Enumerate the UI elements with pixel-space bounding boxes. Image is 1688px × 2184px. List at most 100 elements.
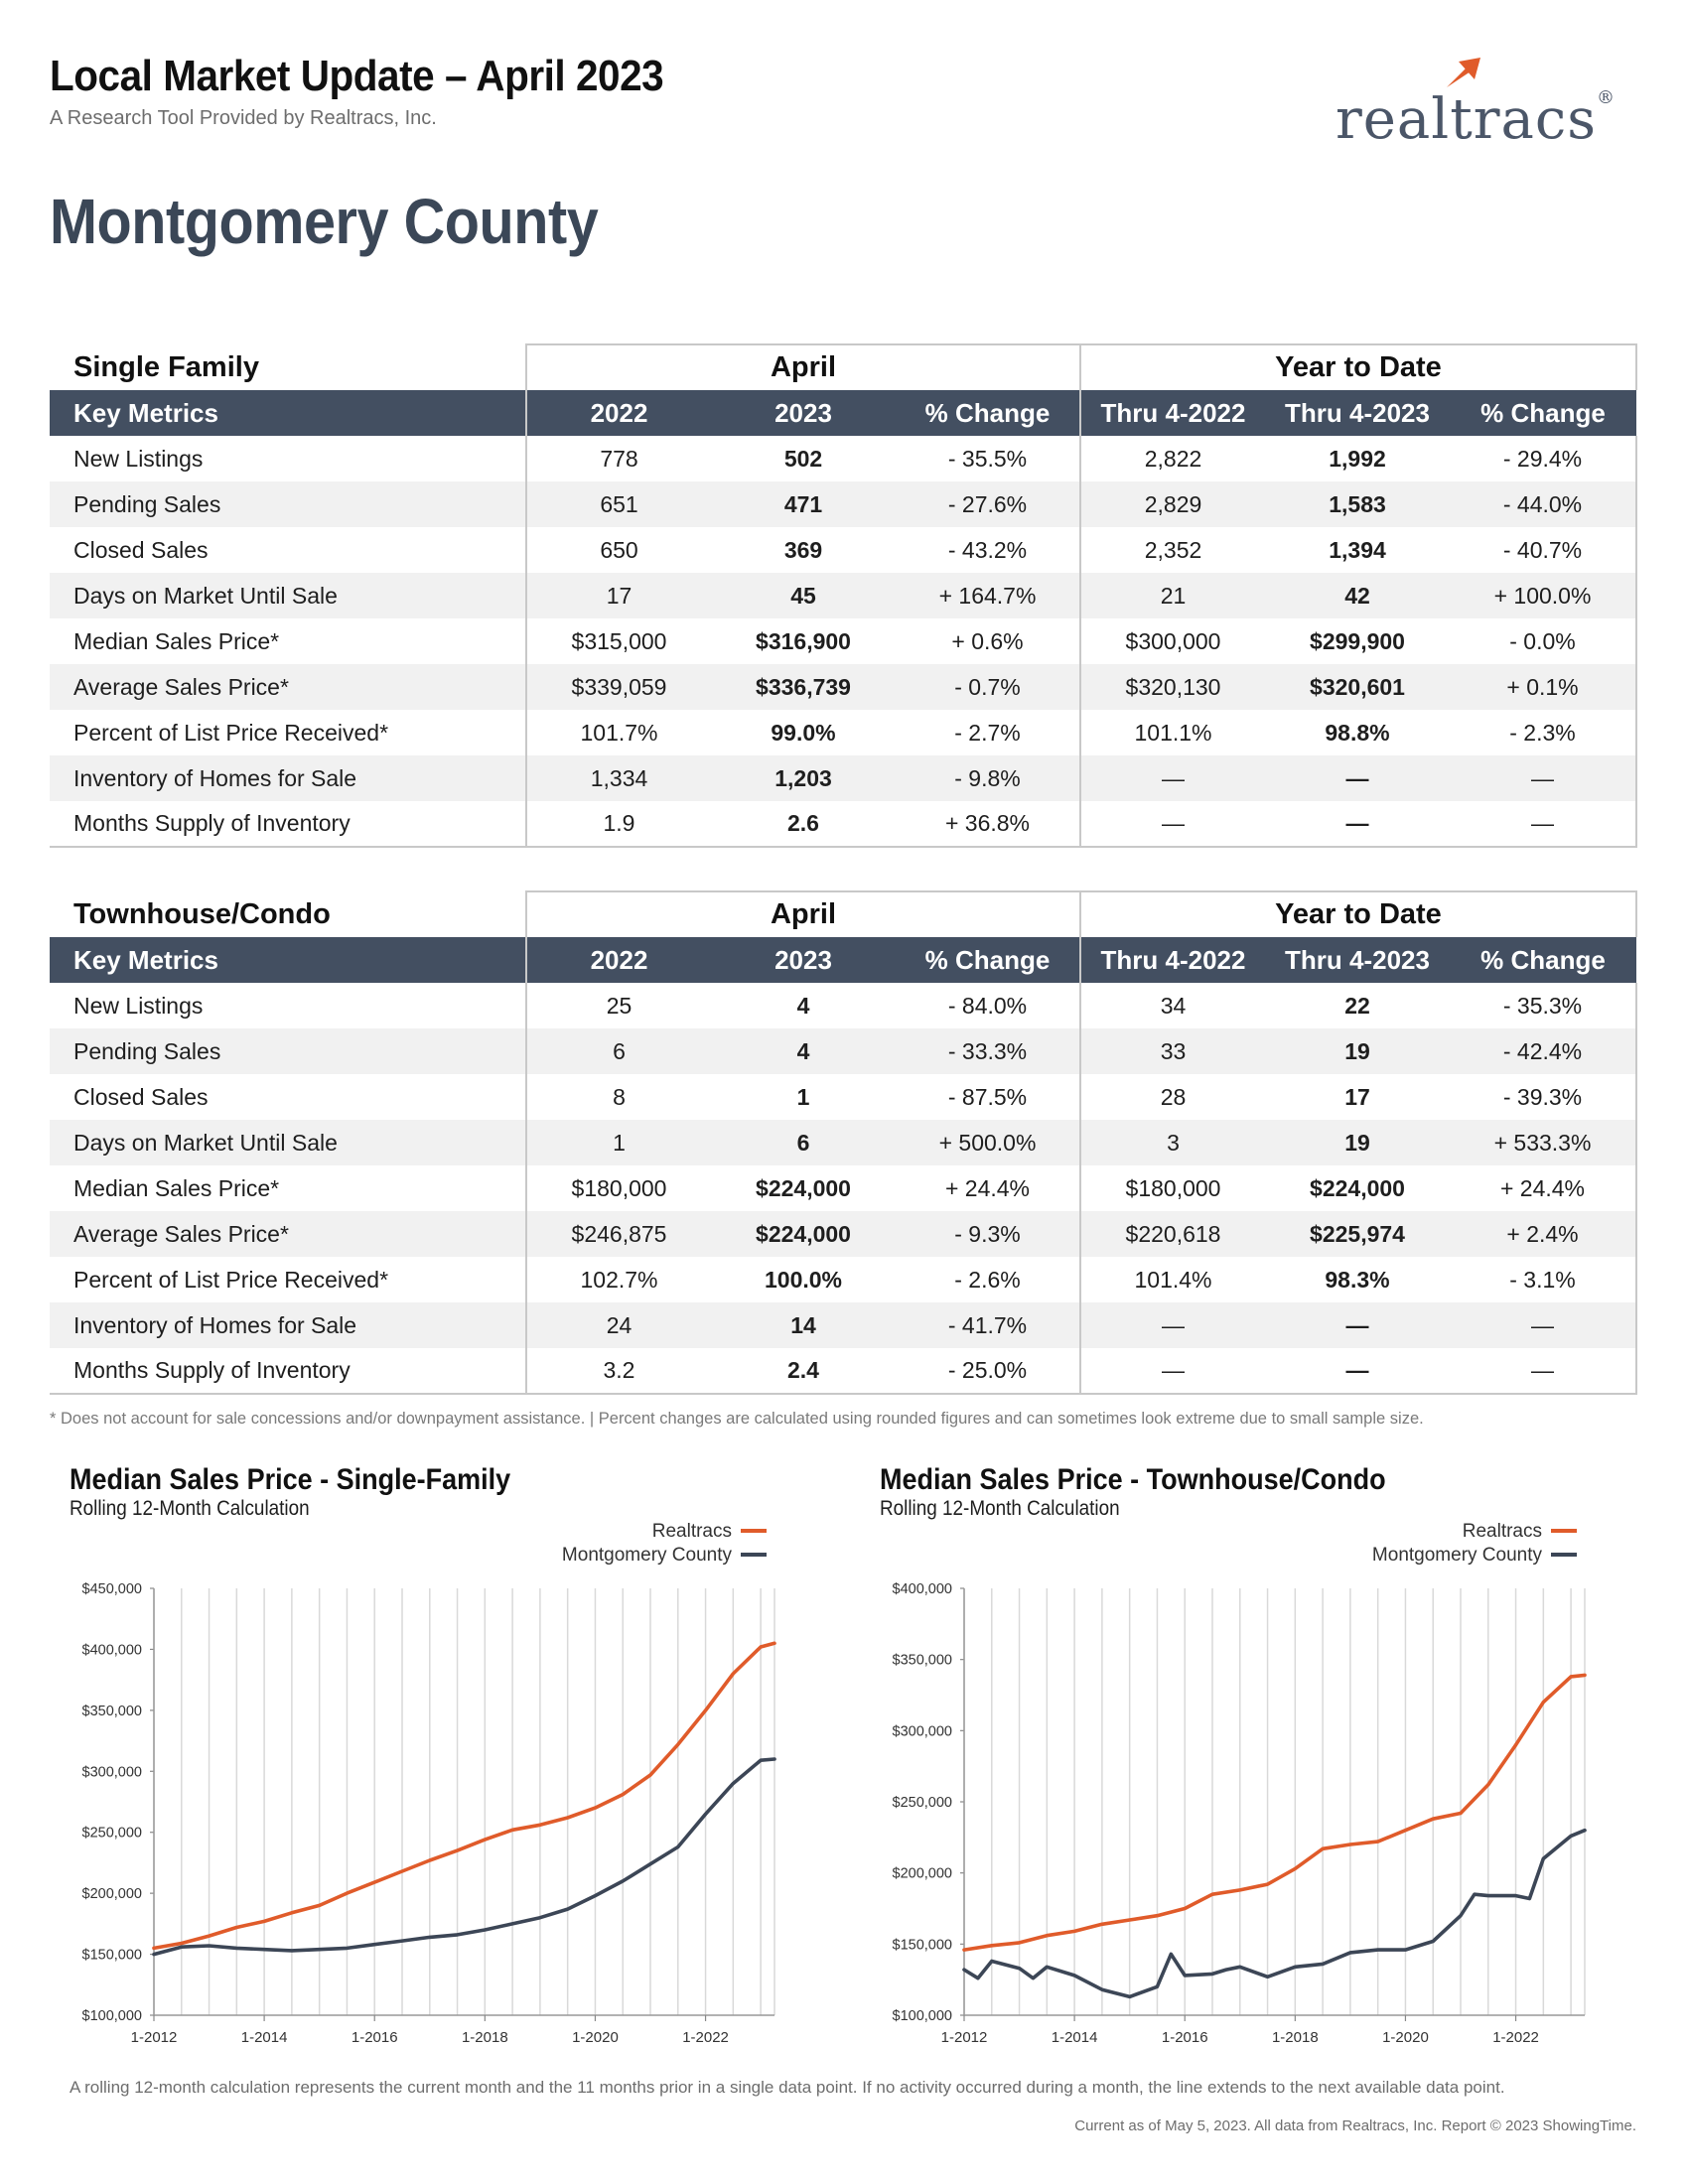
metric-value: 502 — [783, 445, 823, 472]
metric-value: 33 — [1079, 1028, 1265, 1074]
column-header: 2023 — [711, 937, 896, 983]
metric-value: 102.7% — [525, 1257, 711, 1302]
metric-value: - 9.8% — [896, 755, 1080, 801]
chart-subtitle-single-family: Rolling 12-Month Calculation — [70, 1497, 310, 1520]
metric-value: 6 — [525, 1028, 711, 1074]
metric-value: $339,059 — [525, 664, 711, 710]
metric-value: $300,000 — [1079, 618, 1265, 664]
metric-value: $315,000 — [525, 618, 711, 664]
metrics-table-townhouse-condo: Townhouse/Condo April Year to Date Key Metr… — [50, 890, 1637, 1395]
table-row: Inventory of Homes for Sale 24 14- 41.7% — —… — [50, 1302, 1637, 1348]
metric-value: $246,875 — [525, 1211, 711, 1257]
period-header: April — [525, 890, 1080, 937]
metric-value: 34 — [1079, 983, 1265, 1028]
chart-title-single-family: Median Sales Price - Single-Family — [70, 1463, 511, 1496]
table-footnote: * Does not account for sale concessions … — [50, 1410, 1424, 1428]
metric-value: - 87.5% — [947, 1083, 1028, 1110]
metric-value: 98.8% — [1325, 719, 1390, 746]
metric-value: - 25.0% — [896, 1348, 1080, 1395]
x-tick-label: 1-2018 — [462, 2029, 508, 2046]
metric-value: - 35.5% — [947, 445, 1028, 472]
metric-value: 98.3% — [1325, 1266, 1390, 1293]
metric-value: — — [1450, 801, 1637, 848]
metric-value: — — [1450, 1302, 1637, 1348]
metric-value: 471 — [711, 481, 896, 527]
metric-value: 4 — [711, 1028, 896, 1074]
logo-registered-mark: ® — [1596, 87, 1616, 108]
metric-value: 8 — [525, 1074, 711, 1120]
metric-value: 100.0% — [764, 1266, 842, 1293]
single-family-median-price-chart: $100,000 $150,000 $200,000 $250,000 $300,000… — [82, 1521, 776, 2046]
metric-value: 25 — [525, 983, 711, 1028]
metric-value: - 33.3% — [896, 1028, 1080, 1074]
y-tick-label: $350,000 — [893, 1653, 952, 1669]
metric-value: + 500.0% — [896, 1120, 1080, 1165]
column-header: Thru 4-2022 — [1079, 937, 1265, 983]
metric-value: + 0.1% — [1450, 664, 1637, 710]
metric-value: 1,394 — [1329, 536, 1386, 563]
metric-value: — — [1265, 801, 1450, 848]
metric-value: 6 — [711, 1120, 896, 1165]
metric-name: New Listings — [73, 992, 204, 1019]
metric-value: 1 — [796, 1083, 810, 1110]
legend-label: Realtracs — [1463, 1521, 1542, 1542]
ytd-header: Year to Date — [1079, 343, 1637, 390]
metric-value: + 2.4% — [1450, 1211, 1637, 1257]
table-row: Months Supply of Inventory 1.9 2.6 + 36.8% —… — [50, 801, 1637, 848]
metric-name: Days on Market Until Sale — [50, 573, 526, 618]
metric-value: — — [1079, 801, 1265, 848]
metric-value: - 27.6% — [896, 481, 1080, 527]
metric-value: 778 — [525, 436, 711, 481]
metric-value: $224,000 — [1310, 1174, 1405, 1201]
metric-value: 651 — [525, 481, 711, 527]
x-tick-label: 1-2020 — [1382, 2029, 1429, 2046]
metric-value: 1,334 — [525, 755, 711, 801]
metric-value: + 100.0% — [1450, 573, 1637, 618]
column-header: Thru 4-2022 — [1079, 390, 1265, 436]
y-tick-label: $150,000 — [893, 1937, 952, 1953]
legend-label: Realtracs — [652, 1521, 732, 1542]
metric-value: — — [1450, 755, 1637, 801]
metric-name: Inventory of Homes for Sale — [50, 1302, 526, 1348]
metric-value: $225,974 — [1265, 1211, 1450, 1257]
metric-name: Percent of List Price Received* — [73, 719, 389, 746]
county-title: Montgomery County — [50, 186, 599, 257]
metric-value: 2,829 — [1079, 481, 1265, 527]
metric-value: — — [1265, 1302, 1450, 1348]
metric-value: 17 — [525, 573, 711, 618]
metric-value: + 0.6% — [951, 627, 1024, 654]
metric-value: - 29.4% — [1450, 436, 1637, 481]
x-tick-label: 1-2016 — [352, 2029, 398, 2046]
legend-label: Montgomery County — [562, 1545, 733, 1566]
realtracsseries-line — [962, 1673, 1587, 1952]
table-row: Pending Sales 6 4- 33.3% 33 19- 42.4% — [50, 1028, 1637, 1074]
montgomery-countyseries-line — [962, 1828, 1587, 1999]
table-row: Days on Market Until Sale 1 6 + 500.0% 3 19 + … — [50, 1120, 1637, 1165]
x-tick-label: 1-2022 — [1492, 2029, 1539, 2046]
column-header: Key Metrics — [50, 390, 526, 436]
rolling-calculation-note: A rolling 12-month calculation represent… — [70, 2078, 1505, 2097]
metric-value: 17 — [1344, 1083, 1370, 1110]
metric-name: Median Sales Price* — [73, 1174, 280, 1201]
metric-value: $299,900 — [1310, 627, 1405, 654]
metric-value: — — [1079, 1302, 1265, 1348]
metric-value: $320,130 — [1079, 664, 1265, 710]
realtracs-logo: realtracs® — [1336, 87, 1616, 152]
metric-name: Median Sales Price* — [73, 627, 280, 654]
metric-name: Pending Sales — [50, 1028, 526, 1074]
table-row: Median Sales Price* $180,000 $224,000 + 24.… — [50, 1165, 1637, 1211]
metric-value: 2.4 — [711, 1348, 896, 1395]
legend-label: Montgomery County — [1372, 1545, 1543, 1566]
metric-value: 14 — [711, 1302, 896, 1348]
metrics-table-single-family: Single Family April Year to Date Key Metric… — [50, 343, 1637, 848]
metric-name: Months Supply of Inventory — [50, 801, 526, 848]
metric-value: - 2.6% — [954, 1266, 1021, 1293]
chart-subtitle-townhouse-condo: Rolling 12-Month Calculation — [880, 1497, 1120, 1520]
metric-value: 3.2 — [525, 1348, 711, 1395]
metric-value: $220,618 — [1079, 1211, 1265, 1257]
column-header: % Change — [896, 390, 1080, 436]
metric-value: — — [1265, 755, 1450, 801]
y-tick-label: $350,000 — [82, 1704, 142, 1719]
metric-name: Percent of List Price Received* — [73, 1266, 389, 1293]
metric-value: $224,000 — [711, 1211, 896, 1257]
